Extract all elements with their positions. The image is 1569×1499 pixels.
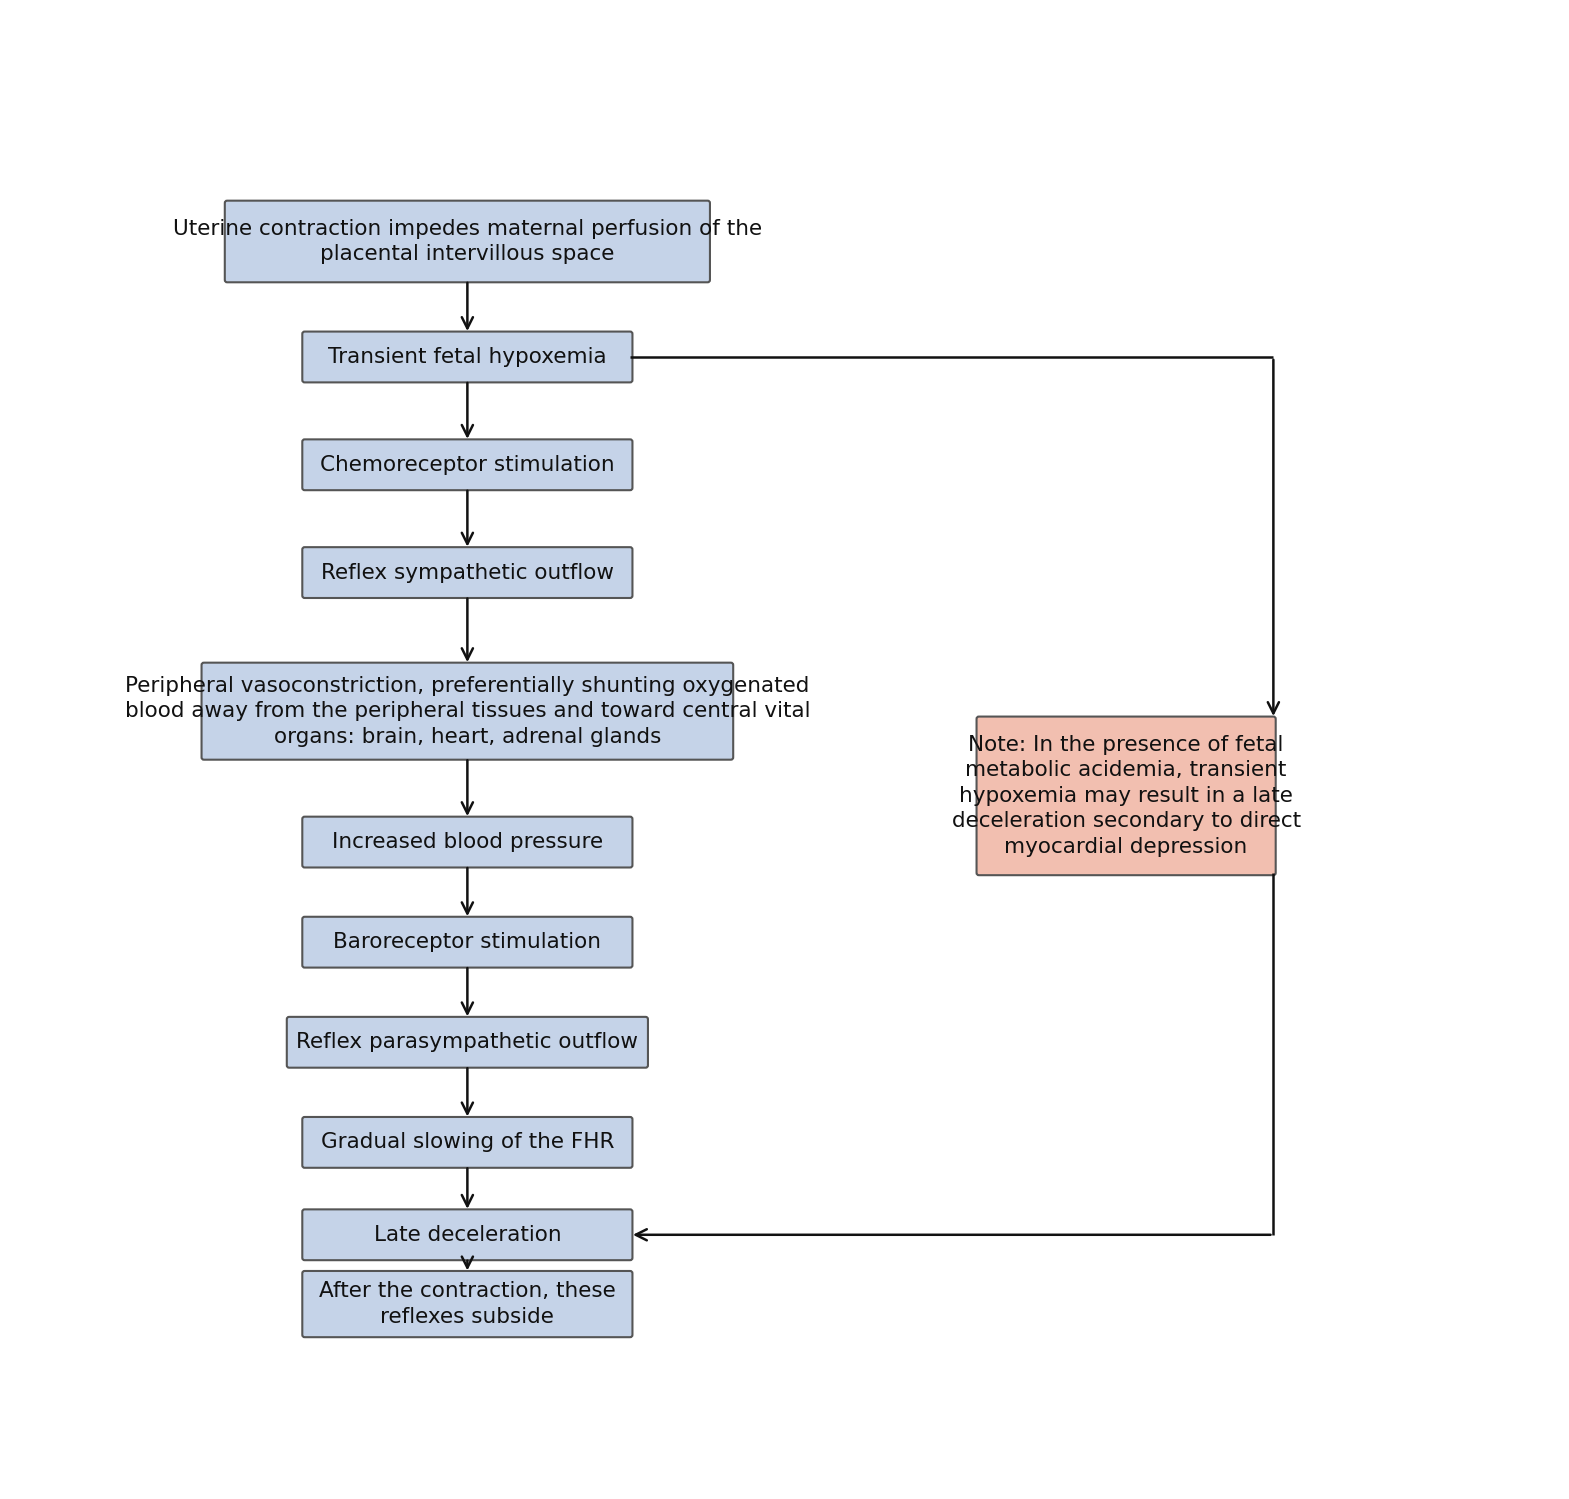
FancyBboxPatch shape [303, 917, 632, 967]
Text: Reflex parasympathetic outflow: Reflex parasympathetic outflow [297, 1033, 639, 1052]
FancyBboxPatch shape [201, 663, 733, 760]
Text: Baroreceptor stimulation: Baroreceptor stimulation [333, 932, 601, 952]
FancyBboxPatch shape [303, 1117, 632, 1168]
Text: Reflex sympathetic outflow: Reflex sympathetic outflow [322, 562, 613, 583]
FancyBboxPatch shape [303, 439, 632, 490]
Text: Chemoreceptor stimulation: Chemoreceptor stimulation [320, 454, 615, 475]
FancyBboxPatch shape [224, 201, 709, 282]
Text: Increased blood pressure: Increased blood pressure [331, 832, 602, 851]
FancyBboxPatch shape [303, 1210, 632, 1261]
Text: Gradual slowing of the FHR: Gradual slowing of the FHR [320, 1132, 613, 1153]
Text: Uterine contraction impedes maternal perfusion of the
placental intervillous spa: Uterine contraction impedes maternal per… [173, 219, 763, 264]
FancyBboxPatch shape [303, 331, 632, 382]
Text: After the contraction, these
reflexes subside: After the contraction, these reflexes su… [319, 1282, 615, 1327]
Text: Note: In the presence of fetal
metabolic acidemia, transient
hypoxemia may resul: Note: In the presence of fetal metabolic… [951, 735, 1301, 857]
FancyBboxPatch shape [976, 717, 1276, 875]
Text: Transient fetal hypoxemia: Transient fetal hypoxemia [328, 346, 607, 367]
FancyBboxPatch shape [287, 1016, 648, 1067]
FancyBboxPatch shape [303, 547, 632, 598]
Text: Peripheral vasoconstriction, preferentially shunting oxygenated
blood away from : Peripheral vasoconstriction, preferentia… [124, 676, 810, 747]
Text: Late deceleration: Late deceleration [373, 1225, 562, 1244]
FancyBboxPatch shape [303, 817, 632, 868]
FancyBboxPatch shape [303, 1271, 632, 1337]
